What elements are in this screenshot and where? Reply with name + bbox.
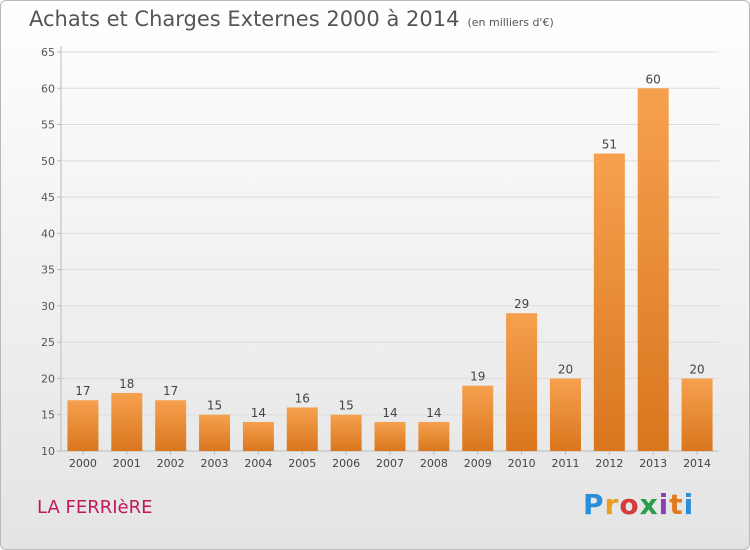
logo-letter: r <box>604 488 620 521</box>
y-tick-label: 15 <box>41 409 55 422</box>
bar-value-label: 14 <box>251 406 266 420</box>
x-tick-label: 2008 <box>420 457 448 470</box>
x-tick-label: 2013 <box>639 457 667 470</box>
bar-layer <box>67 88 713 451</box>
bar-value-label: 60 <box>646 72 661 86</box>
location-name: LA FERRIèRE <box>37 497 153 518</box>
bar <box>681 378 713 451</box>
bar <box>462 385 494 451</box>
logo-letter: t <box>669 488 684 521</box>
y-tick-label: 35 <box>41 264 55 277</box>
x-tick-label: 2007 <box>376 457 404 470</box>
y-tick-label: 55 <box>41 119 55 132</box>
bar-value-label: 15 <box>338 399 353 413</box>
label-layer: 17 18 17 15 14 16 15 14 14 19 29 20 51 60 20 <box>75 72 704 420</box>
y-tick-label: 60 <box>41 82 55 95</box>
y-tick-label: 20 <box>41 372 55 385</box>
y-tick-label: 10 <box>41 445 55 458</box>
y-tick-label: 50 <box>41 155 55 168</box>
bar-value-label: 17 <box>163 384 178 398</box>
x-tick-label: 2005 <box>288 457 316 470</box>
y-tick-label: 25 <box>41 336 55 349</box>
x-tick-label: 2001 <box>113 457 141 470</box>
bar-value-label: 18 <box>119 377 134 391</box>
x-tick-label: 2003 <box>201 457 229 470</box>
x-tick-label: 2002 <box>157 457 185 470</box>
bar-value-label: 51 <box>602 138 617 152</box>
bar <box>418 421 450 451</box>
chart-title: Achats et Charges Externes 2000 à 2014 <box>29 7 460 31</box>
bar <box>67 400 99 451</box>
proxiti-logo: Proxiti <box>583 488 694 521</box>
bar-value-label: 20 <box>558 362 573 376</box>
x-tick-label: 2014 <box>683 457 711 470</box>
logo-letter: i <box>658 488 670 521</box>
bar <box>374 421 406 451</box>
bar-value-label: 14 <box>426 406 441 420</box>
bar <box>593 153 625 451</box>
bar <box>637 88 669 451</box>
bar-value-label: 16 <box>295 391 310 405</box>
bar <box>549 378 581 451</box>
x-tick-label: 2012 <box>595 457 623 470</box>
bar <box>506 313 538 451</box>
bar <box>242 421 274 451</box>
bar <box>155 400 187 451</box>
bar-value-label: 19 <box>470 370 485 384</box>
bar-value-label: 20 <box>689 362 704 376</box>
bar-value-label: 15 <box>207 399 222 413</box>
bar-value-label: 17 <box>75 384 90 398</box>
bar <box>286 407 318 451</box>
bar <box>111 392 143 451</box>
y-tick-label: 65 <box>41 46 55 59</box>
x-tick-label: 2006 <box>332 457 360 470</box>
bar <box>330 414 362 451</box>
bar <box>199 414 231 451</box>
chart-unit: (en milliers d'€) <box>467 16 554 29</box>
y-tick-label: 40 <box>41 227 55 240</box>
logo-letter: x <box>639 488 659 521</box>
x-tick-label: 2000 <box>69 457 97 470</box>
y-tick-label: 30 <box>41 300 55 313</box>
logo-letter: P <box>583 488 605 521</box>
logo-letter: o <box>619 488 640 521</box>
bar-value-label: 29 <box>514 297 529 311</box>
x-tick-label: 2011 <box>551 457 579 470</box>
logo-letter: i <box>683 488 695 521</box>
y-tick-label: 45 <box>41 191 55 204</box>
x-tick-label: 2004 <box>244 457 272 470</box>
bar-value-label: 14 <box>382 406 397 420</box>
x-tick-label: 2010 <box>508 457 536 470</box>
x-tick-label: 2009 <box>464 457 492 470</box>
chart-title-row: Achats et Charges Externes 2000 à 2014 (e… <box>29 7 554 31</box>
